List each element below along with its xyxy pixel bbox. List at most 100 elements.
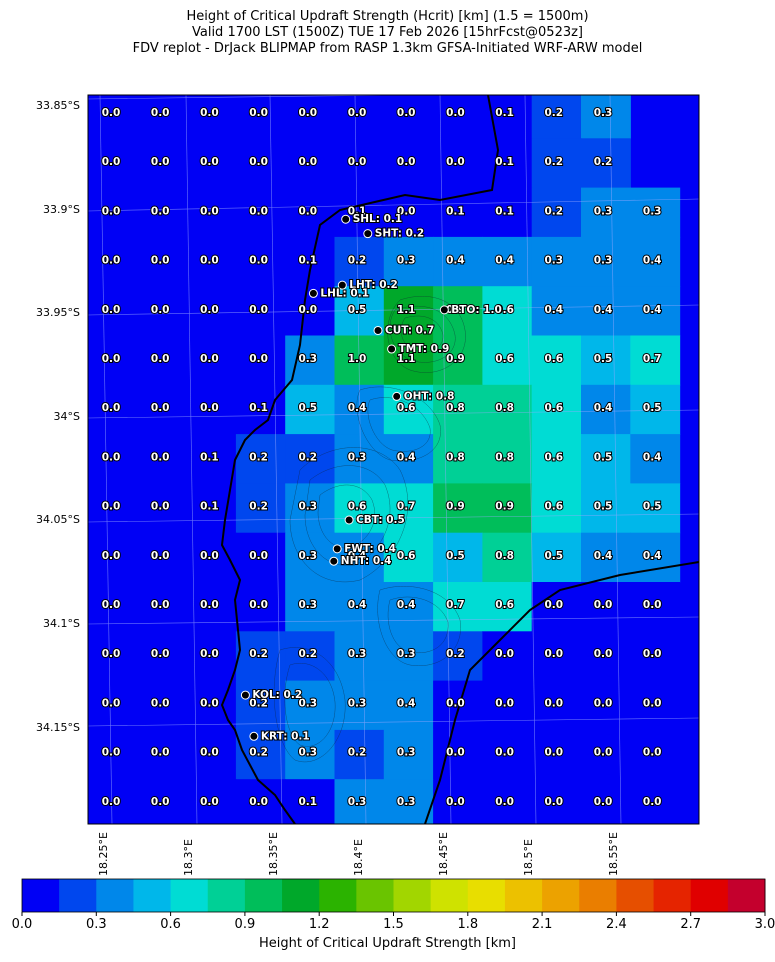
colorbar-segment — [319, 879, 357, 912]
field-cell — [235, 187, 286, 238]
field-cell — [186, 236, 237, 287]
station-dot[interactable] — [373, 325, 383, 335]
station-dot[interactable] — [249, 731, 259, 741]
field-cell — [433, 779, 483, 824]
grid-value-label: 0.9 — [446, 304, 465, 316]
colorbar-segment — [467, 879, 506, 912]
grid-value-label: 0.0 — [102, 402, 121, 414]
colorbar-segment — [727, 879, 766, 912]
grid-value-label: 0.5 — [446, 550, 465, 562]
grid-value-label: 0.8 — [446, 402, 465, 414]
grid-value-label: 0.0 — [348, 107, 367, 119]
grid-value-label: 0.5 — [643, 501, 662, 513]
grid-value-label: 0.1 — [495, 205, 514, 217]
station-dot[interactable] — [308, 288, 318, 298]
field-cell — [433, 532, 483, 583]
grid-value-label: 0.3 — [298, 550, 317, 562]
station-dot[interactable] — [332, 544, 342, 554]
station-dot[interactable] — [341, 214, 351, 224]
grid-value-labels: 0.0 0.0 0.0 0.0 0.0 0.0 0.0 0.0 0.1 0.2 0.3 0.0 0.0 0… — [101, 106, 663, 809]
field-cell — [334, 95, 385, 139]
grid-value-label: 0.0 — [594, 697, 613, 709]
grid-value-label: 0.1 — [298, 796, 317, 808]
grid-value-label: 0.0 — [200, 402, 219, 414]
station-dot[interactable] — [387, 344, 397, 354]
field-cell — [235, 138, 286, 189]
grid-value-label: 0.5 — [594, 501, 613, 513]
grid-value-label: 0.4 — [348, 402, 367, 414]
grid-value-label: 0.7 — [643, 353, 662, 365]
colorbar-segment — [430, 879, 469, 912]
station-label: FWT: 0.4 — [344, 543, 396, 555]
grid-value-label: 0.8 — [495, 451, 514, 463]
grid-value-label: 0.0 — [151, 451, 170, 463]
station-label: KRT: 0.1 — [261, 730, 310, 742]
grid-value-label: 0.0 — [200, 107, 219, 119]
grid-value-label: 0.2 — [298, 648, 317, 660]
field-cell — [531, 138, 582, 189]
station-dot[interactable] — [363, 229, 373, 239]
grid-value-label: 0.2 — [298, 451, 317, 463]
grid-value-label: 0.1 — [200, 451, 219, 463]
grid-value-label: 0.0 — [200, 599, 219, 611]
station-label: LHL: 0.1 — [320, 287, 369, 299]
grid-value-label: 0.0 — [151, 205, 170, 217]
field-cell — [383, 95, 434, 139]
field-cell — [334, 779, 385, 824]
colorbar-tick-label: 0.9 — [234, 917, 256, 932]
grid-value-label: 0.5 — [298, 402, 317, 414]
field-cell — [235, 483, 286, 534]
field-cell — [334, 434, 385, 484]
latitude-label: 34°S — [53, 409, 80, 423]
grid-value-label: 0.0 — [102, 747, 121, 759]
grid-value-label: 0.0 — [102, 451, 121, 463]
station-dot[interactable] — [240, 690, 250, 700]
field-cell — [531, 187, 582, 238]
colorbar-tick-label: 1.5 — [383, 917, 404, 932]
station-dot[interactable] — [439, 305, 449, 315]
station-dot[interactable] — [344, 515, 354, 525]
grid-value-label: 1.1 — [397, 353, 416, 365]
grid-value-label: 0.0 — [544, 648, 563, 660]
field-cell — [630, 236, 681, 287]
field-cell — [186, 729, 237, 780]
colorbar-segment — [579, 879, 617, 912]
grid-value-label: 0.0 — [151, 796, 170, 808]
field-cell — [285, 236, 336, 287]
field-cell — [334, 236, 385, 287]
grid-value-label: 0.5 — [544, 550, 563, 562]
field-cell — [235, 236, 286, 287]
grid-value-label: 0.8 — [495, 550, 514, 562]
station-dot[interactable] — [337, 280, 347, 290]
grid-value-label: 0.5 — [348, 304, 367, 316]
grid-value-label: 0.3 — [643, 205, 662, 217]
station-dot[interactable] — [392, 391, 402, 401]
grid-value-label: 0.4 — [594, 550, 613, 562]
field-cell — [630, 187, 681, 238]
field-cell — [137, 95, 188, 139]
colorbar-segment — [22, 879, 60, 912]
station-dot[interactable] — [329, 556, 339, 566]
field-cell — [581, 631, 631, 682]
colorbar-tick-label: 0.6 — [160, 917, 181, 932]
field-cell — [531, 335, 582, 386]
grid-value-label: 0.0 — [151, 648, 170, 660]
grid-value-label: 0.0 — [298, 107, 317, 119]
field-cell — [531, 483, 582, 534]
grid-value-label: 0.6 — [397, 550, 416, 562]
field-cell — [581, 138, 631, 189]
grid-value-label: 0.2 — [544, 205, 563, 217]
field-cell — [285, 779, 336, 824]
field-cell — [88, 286, 138, 337]
field-cell — [285, 532, 336, 583]
field-cell — [383, 483, 434, 534]
grid-value-label: 0.9 — [446, 501, 465, 513]
field-cell — [137, 384, 188, 435]
field-cell — [137, 286, 188, 337]
station-label: SHT: 0.2 — [375, 228, 424, 240]
grid-value-label: 0.0 — [200, 796, 219, 808]
field-cell — [285, 95, 336, 139]
grid-value-label: 0.8 — [446, 451, 465, 463]
field-cell — [285, 582, 336, 632]
grid-value-label: 0.0 — [200, 156, 219, 168]
